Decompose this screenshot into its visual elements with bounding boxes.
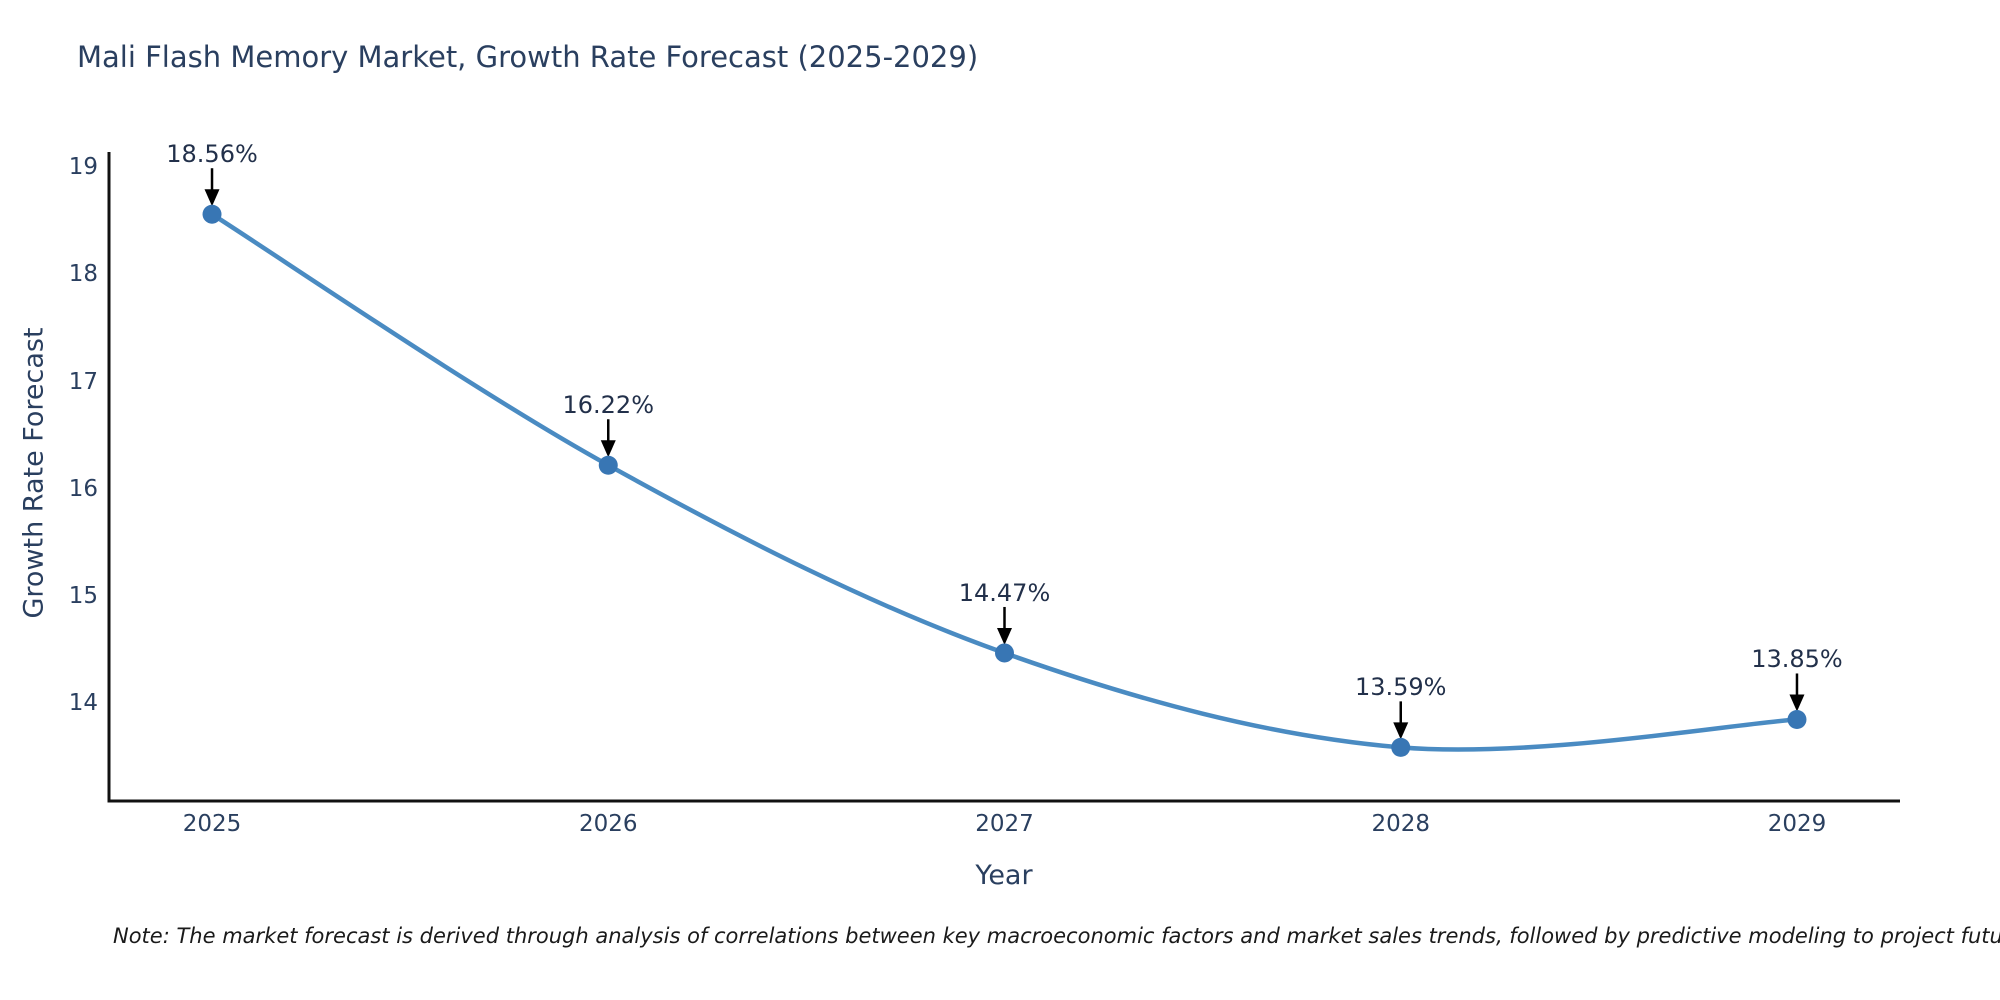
data-point-2025[interactable] (202, 204, 222, 224)
y-tick-label-17: 17 (68, 368, 98, 395)
point-value-label-2027: 14.47% (958, 578, 1051, 607)
x-tick-label-2028: 2028 (1371, 811, 1430, 837)
footnote: Note: The market forecast is derived thr… (113, 924, 2000, 948)
x-tick-label-2027: 2027 (975, 811, 1034, 837)
point-value-label-2025: 18.56% (166, 140, 258, 169)
annotation-arrowhead (204, 189, 220, 207)
annotation-arrowhead (600, 440, 616, 458)
data-point-2026[interactable] (598, 455, 618, 475)
x-tick-label-2025: 2025 (182, 811, 242, 837)
annotation-arrowhead (1393, 722, 1409, 740)
y-tick-label-15: 15 (68, 583, 98, 610)
annotation-arrowhead (997, 627, 1012, 645)
chart-title: Mali Flash Memory Market, Growth Rate Fo… (77, 40, 979, 74)
forecast-line (209, 211, 1800, 752)
y-tick-label-16: 16 (68, 475, 98, 502)
annotation-arrowhead (1789, 694, 1805, 712)
data-point-2027[interactable] (995, 643, 1014, 663)
point-value-label-2028: 13.59% (1354, 673, 1447, 702)
data-point-2028[interactable] (1391, 737, 1411, 757)
y-tick-label-14: 14 (68, 690, 98, 717)
x-tick-label-2029: 2029 (1767, 811, 1827, 837)
y-tick-label-18: 18 (68, 261, 98, 288)
point-value-label-2029: 13.85% (1751, 645, 1843, 674)
point-value-label-2026: 16.22% (562, 391, 654, 420)
x-axis-title: Year (975, 860, 1033, 891)
x-tick-label-2026: 2026 (578, 811, 638, 837)
data-point-2029[interactable] (1787, 709, 1807, 729)
y-tick-label-19: 19 (68, 154, 98, 181)
